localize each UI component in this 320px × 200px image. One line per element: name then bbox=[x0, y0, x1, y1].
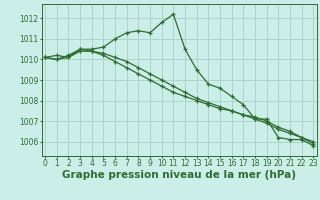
X-axis label: Graphe pression niveau de la mer (hPa): Graphe pression niveau de la mer (hPa) bbox=[62, 170, 296, 180]
